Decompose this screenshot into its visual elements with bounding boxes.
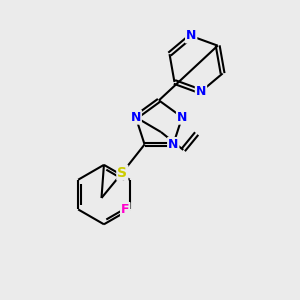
Text: N: N (130, 111, 141, 124)
Text: F: F (121, 203, 130, 216)
Text: N: N (186, 29, 196, 43)
Text: N: N (168, 138, 178, 151)
Text: N: N (177, 111, 187, 124)
Text: N: N (196, 85, 206, 98)
Text: S: S (117, 166, 127, 180)
